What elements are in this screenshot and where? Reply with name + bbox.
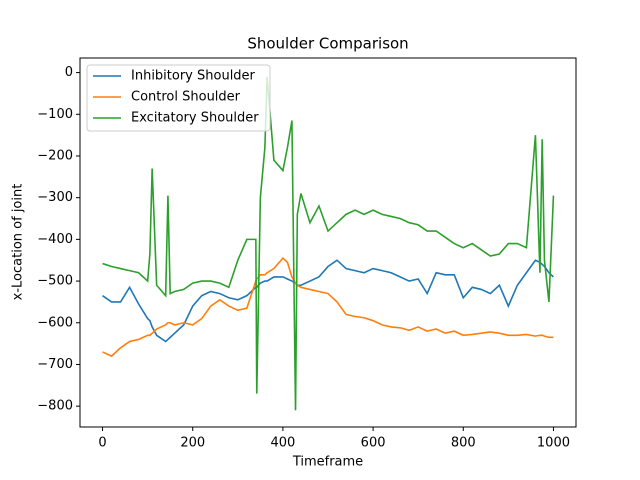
legend-label: Excitatory Shoulder: [131, 111, 259, 126]
x-tick-label: 0: [98, 436, 106, 451]
legend-box: [86, 64, 271, 132]
y-tick-label: −500: [37, 274, 73, 289]
x-axis-label: Timeframe: [292, 455, 363, 470]
x-tick-label: 400: [270, 436, 295, 451]
y-axis-label: x-Location of joint: [11, 184, 26, 301]
y-tick-label: −300: [37, 190, 73, 205]
y-tick-label: −400: [37, 232, 73, 247]
y-tick-label: −600: [37, 315, 73, 330]
y-tick-label: −700: [37, 357, 73, 372]
line-series: [102, 256, 554, 358]
legend-label: Inhibitory Shoulder: [131, 69, 256, 84]
x-tick-label: 800: [451, 436, 476, 451]
x-tick-label: 600: [361, 436, 386, 451]
y-tick-label: 0: [65, 65, 73, 80]
y-tick-label: −100: [37, 107, 73, 122]
y-tick-label: −800: [37, 399, 73, 414]
line-series: [102, 76, 555, 411]
line-series: [102, 259, 554, 343]
chart-title: Shoulder Comparison: [247, 35, 408, 53]
x-tick-label: 200: [180, 436, 205, 451]
x-tick-label: 1000: [537, 436, 570, 451]
y-tick-label: −200: [37, 148, 73, 163]
legend-label: Control Shoulder: [131, 90, 241, 105]
plot-frame: [79, 57, 577, 428]
